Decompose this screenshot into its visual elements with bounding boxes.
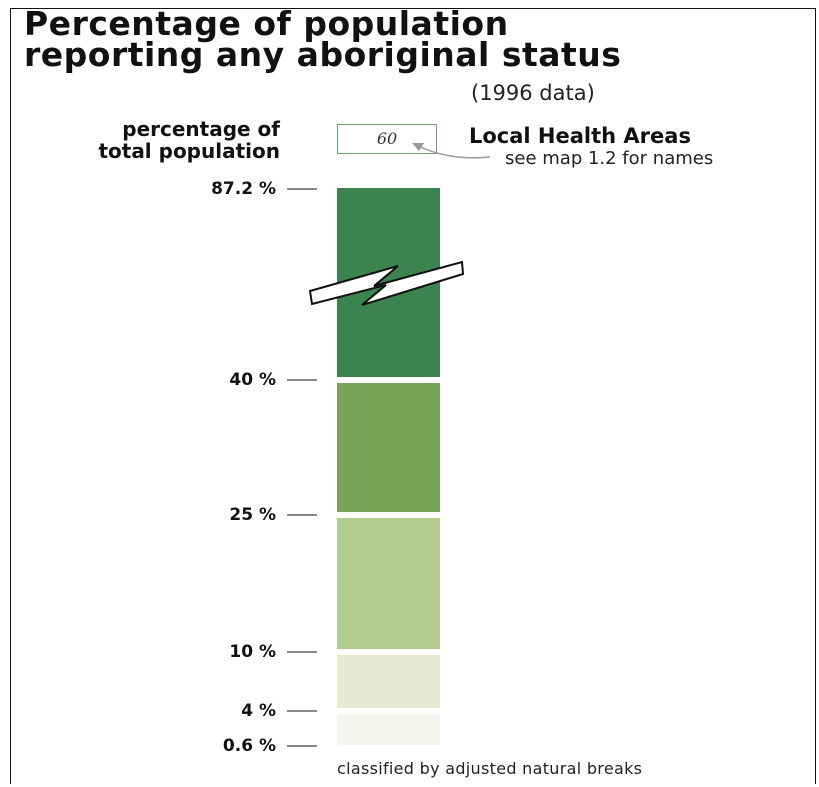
tick-line-10 (287, 651, 317, 653)
y-axis-label: percentage of total population (30, 118, 280, 162)
local-health-areas-title: Local Health Areas (469, 124, 691, 148)
tick-label-10: 10 % (229, 642, 276, 662)
title-line-2: reporting any aboriginal status (24, 35, 622, 74)
class-segment-0-6-4 (337, 714, 440, 745)
class-segment-4-10 (337, 655, 440, 708)
class-segment-25-40 (337, 383, 440, 512)
tick-line-0-6 (287, 745, 317, 747)
class-segment-40-87 (337, 188, 440, 377)
y-axis-label-line-2: total population (98, 139, 280, 163)
tick-line-25 (287, 514, 317, 516)
tick-line-4 (287, 710, 317, 712)
local-health-areas-note: see map 1.2 for names (505, 148, 714, 169)
tick-label-4: 4 % (241, 701, 276, 721)
tick-label-25: 25 % (229, 505, 276, 525)
tick-label-0-6: 0.6 % (222, 736, 276, 756)
y-axis-label-line-1: percentage of (122, 117, 280, 141)
figure-frame (10, 8, 816, 784)
title-line-1: Percentage of population (24, 4, 509, 43)
figure-title: Percentage of population reporting any a… (24, 7, 621, 71)
subtitle: (1996 data) (471, 81, 595, 105)
classification-note: classified by adjusted natural breaks (337, 759, 643, 778)
class-segment-10-25 (337, 518, 440, 649)
reference-label-box: 60 (337, 124, 437, 154)
tick-label-40: 40 % (229, 370, 276, 390)
tick-line-40 (287, 379, 317, 381)
tick-label-87-2: 87.2 % (211, 179, 276, 199)
tick-line-87-2 (287, 188, 317, 190)
